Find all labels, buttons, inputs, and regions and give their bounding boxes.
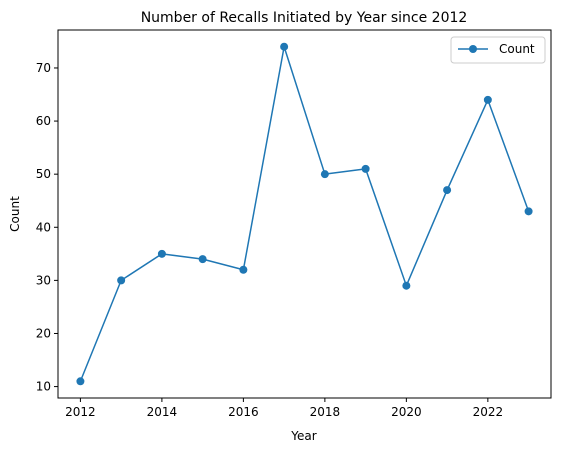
data-point bbox=[484, 96, 492, 104]
x-tick-label: 2018 bbox=[310, 405, 341, 419]
y-axis-label: Count bbox=[8, 196, 22, 232]
legend: Count bbox=[451, 37, 545, 63]
data-point bbox=[402, 282, 410, 290]
data-point bbox=[199, 255, 207, 263]
x-tick-label: 2016 bbox=[228, 405, 259, 419]
y-axis-ticks: 10 20 30 40 50 60 70 bbox=[36, 61, 58, 394]
x-tick-label: 2014 bbox=[147, 405, 178, 419]
data-point bbox=[239, 266, 247, 274]
x-tick-label: 2022 bbox=[473, 405, 504, 419]
y-tick-label: 50 bbox=[36, 167, 51, 181]
legend-marker bbox=[469, 45, 477, 53]
x-axis-label: Year bbox=[290, 429, 316, 443]
y-tick-label: 10 bbox=[36, 380, 51, 394]
data-point bbox=[76, 377, 84, 385]
y-tick-label: 60 bbox=[36, 114, 51, 128]
x-axis-ticks: 2012 2014 2016 2018 2020 2022 bbox=[65, 398, 503, 419]
series-line bbox=[80, 47, 528, 382]
data-point bbox=[362, 165, 370, 173]
legend-label: Count bbox=[499, 42, 535, 56]
data-point bbox=[158, 250, 166, 258]
y-tick-label: 70 bbox=[36, 61, 51, 75]
x-tick-label: 2020 bbox=[391, 405, 422, 419]
y-tick-label: 30 bbox=[36, 273, 51, 287]
plot-area-frame bbox=[58, 30, 551, 398]
data-point bbox=[280, 43, 288, 51]
data-point bbox=[117, 276, 125, 284]
y-tick-label: 20 bbox=[36, 326, 51, 340]
data-point bbox=[443, 186, 451, 194]
y-tick-label: 40 bbox=[36, 220, 51, 234]
series-layer bbox=[76, 43, 532, 386]
data-point bbox=[525, 207, 533, 215]
data-point bbox=[321, 170, 329, 178]
x-tick-label: 2012 bbox=[65, 405, 96, 419]
chart-title: Number of Recalls Initiated by Year sinc… bbox=[141, 10, 468, 26]
